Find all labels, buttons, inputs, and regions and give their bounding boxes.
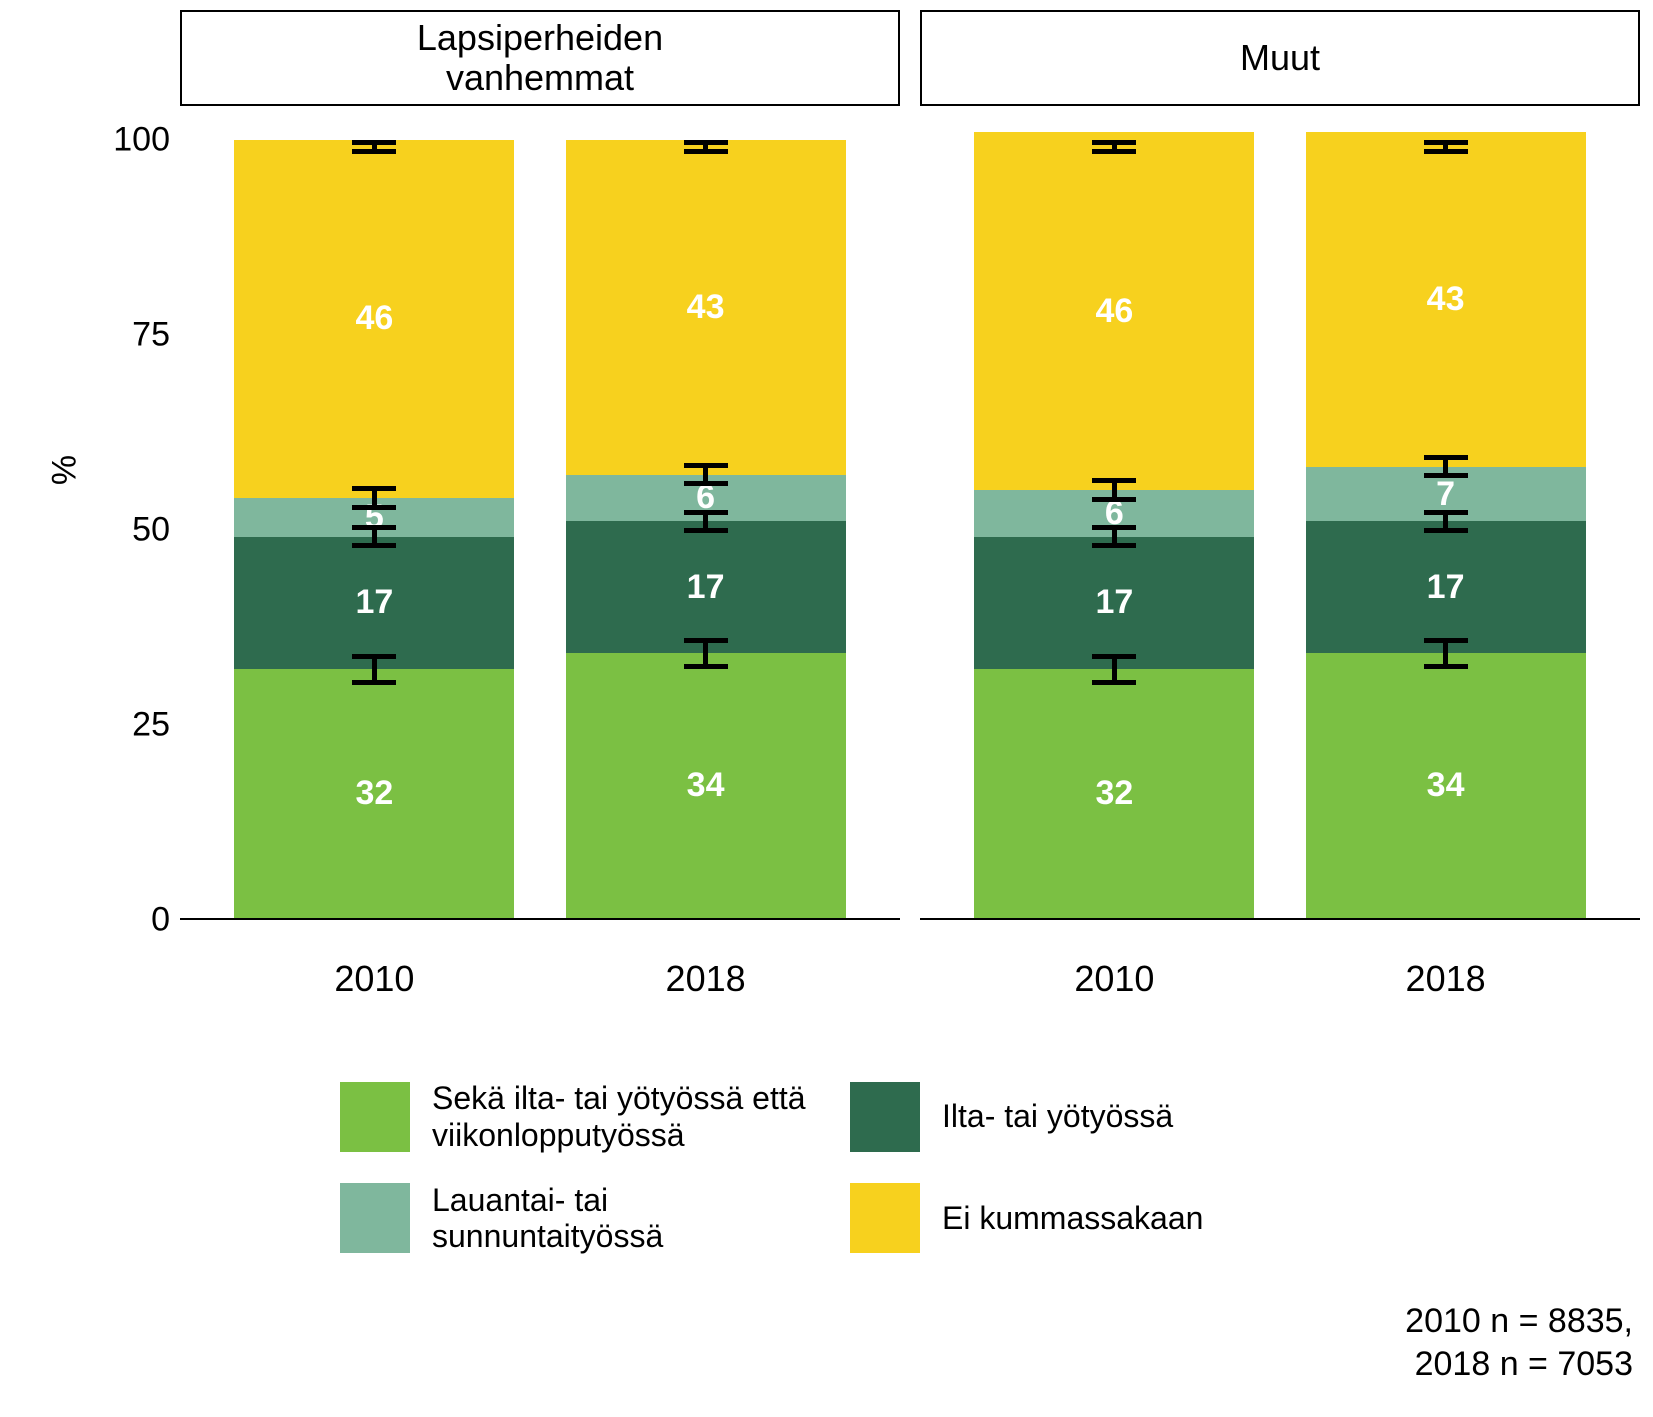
legend-label: Ilta- tai yötyössä	[942, 1098, 1173, 1135]
bar-segment-ilta: 17	[1306, 521, 1586, 653]
legend-label: Ei kummassakaan	[942, 1200, 1203, 1237]
panel-title: Muut	[920, 10, 1640, 106]
bar-segment-ei: 46	[234, 140, 514, 498]
x-axis-labels: 2010 2018 2010 2018	[180, 940, 1640, 1000]
bar-segment-lauan: 6	[974, 490, 1254, 537]
chart-panel: Muut32176463417743	[920, 20, 1640, 920]
legend-item-seka: Sekä ilta- tai yötyössä että viikonloppu…	[340, 1080, 810, 1154]
legend-item-ei: Ei kummassakaan	[850, 1182, 1320, 1256]
sample-size-note: 2010 n = 8835,2018 n = 7053	[1405, 1300, 1633, 1385]
legend-swatch	[340, 1183, 410, 1253]
legend-item-ilta: Ilta- tai yötyössä	[850, 1080, 1320, 1154]
bar-segment-seka: 34	[1306, 653, 1586, 918]
stacked-bar: 3417643	[566, 140, 846, 918]
stacked-bar: 3217546	[234, 140, 514, 918]
y-tick: 50	[132, 511, 170, 550]
bar-segment-ei: 46	[974, 132, 1254, 490]
y-tick: 75	[132, 316, 170, 355]
chart-area: 0255075100 % Lapsiperheidenvanhemmat3217…	[100, 20, 1640, 920]
x-tick: 2018	[666, 958, 746, 1000]
stacked-bar: 3417743	[1306, 140, 1586, 918]
bar-segment-ei: 43	[1306, 132, 1586, 467]
chart-panels: Lapsiperheidenvanhemmat32175463417643Muu…	[180, 20, 1640, 920]
panel-title: Lapsiperheidenvanhemmat	[180, 10, 900, 106]
x-tick: 2010	[334, 958, 414, 1000]
note-line: 2018 n = 7053	[1405, 1343, 1633, 1386]
y-tick: 0	[151, 901, 170, 940]
bar-segment-lauan: 6	[566, 475, 846, 522]
plot-area: 32175463417643	[180, 140, 900, 918]
x-tick: 2010	[1074, 958, 1154, 1000]
x-tick: 2018	[1406, 958, 1486, 1000]
stacked-bar: 3217646	[974, 140, 1254, 918]
legend-swatch	[850, 1183, 920, 1253]
y-tick: 100	[113, 121, 170, 160]
bar-segment-lauan: 5	[234, 498, 514, 537]
bar-segment-ilta: 17	[566, 521, 846, 653]
note-line: 2010 n = 8835,	[1405, 1300, 1633, 1343]
legend-swatch	[340, 1082, 410, 1152]
legend-swatch	[850, 1082, 920, 1152]
chart-panel: Lapsiperheidenvanhemmat32175463417643	[180, 20, 900, 920]
bar-segment-seka: 32	[974, 669, 1254, 918]
y-axis-label: %	[46, 455, 85, 485]
y-axis: 0255075100	[100, 20, 180, 920]
legend-item-lauan: Lauantai- tai sunnuntaityössä	[340, 1182, 810, 1256]
bar-segment-seka: 32	[234, 669, 514, 918]
chart-legend: Sekä ilta- tai yötyössä että viikonloppu…	[340, 1080, 1320, 1255]
legend-label: Sekä ilta- tai yötyössä että viikonloppu…	[432, 1080, 810, 1154]
bar-segment-ilta: 17	[234, 537, 514, 669]
plot-area: 32176463417743	[920, 140, 1640, 918]
bar-segment-ei: 43	[566, 140, 846, 475]
bar-segment-lauan: 7	[1306, 467, 1586, 521]
bar-segment-ilta: 17	[974, 537, 1254, 669]
legend-label: Lauantai- tai sunnuntaityössä	[432, 1182, 810, 1256]
y-tick: 25	[132, 706, 170, 745]
bar-segment-seka: 34	[566, 653, 846, 918]
